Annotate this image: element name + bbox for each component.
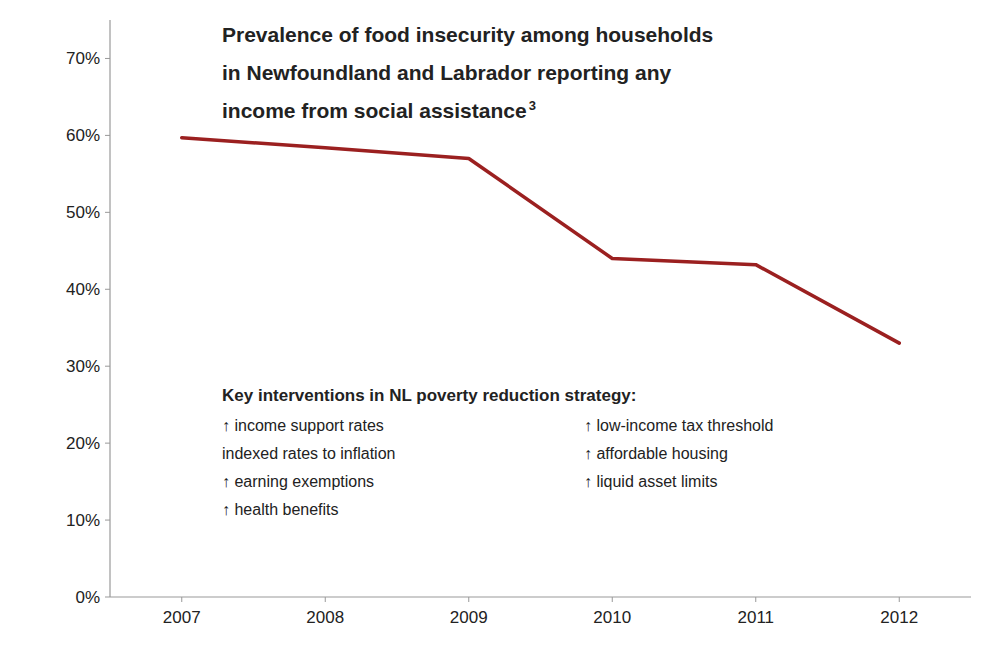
x-axis-line <box>110 596 971 597</box>
y-tick <box>105 520 110 521</box>
y-tick-label: 0% <box>75 588 100 607</box>
y-tick <box>105 289 110 290</box>
x-tick-label: 2007 <box>163 608 201 627</box>
line <box>182 138 900 343</box>
superscript: 3 <box>529 98 536 113</box>
chart: 0% 10% 20% 30% 40% 50% 60% 70% 2007 2008 2009 2010 2… <box>0 0 1001 667</box>
annotation-line: ↑ liquid asset limits <box>584 473 717 490</box>
annotation-title: Key interventions in NL poverty reductio… <box>222 386 636 405</box>
plot-area <box>182 138 900 343</box>
title-line: in Newfoundland and Labrador reporting a… <box>222 61 672 84</box>
title-line: income from social assistance3 <box>222 98 536 122</box>
annotations: Key interventions in NL poverty reductio… <box>222 386 773 518</box>
annotation-line: indexed rates to inflation <box>222 445 395 462</box>
y-axis-line <box>109 20 110 597</box>
y-tick <box>105 597 110 598</box>
x-tick <box>612 597 613 602</box>
x-tick <box>755 597 756 602</box>
y-tick-label: 30% <box>66 357 100 376</box>
x-tick <box>325 597 326 602</box>
title-line: Prevalence of food insecurity among hous… <box>222 23 713 46</box>
x-tick-label: 2012 <box>880 608 918 627</box>
annotation-line: ↑ income support rates <box>222 417 384 434</box>
annotation-line: ↑ earning exemptions <box>222 473 374 490</box>
x-tick <box>468 597 469 602</box>
y-tick <box>105 366 110 367</box>
y-tick-label: 10% <box>66 511 100 530</box>
y-tick-label: 60% <box>66 126 100 145</box>
axes: 0% 10% 20% 30% 40% 50% 60% 70% 2007 2008 2009 2010 2… <box>66 20 971 627</box>
y-tick <box>105 443 110 444</box>
x-tick <box>899 597 900 602</box>
annotation-line: ↑ health benefits <box>222 501 339 518</box>
y-tick-label: 70% <box>66 49 100 68</box>
y-tick-label: 20% <box>66 434 100 453</box>
y-tick <box>105 58 110 59</box>
x-tick-label: 2010 <box>593 608 631 627</box>
title: Prevalence of food insecurity among hous… <box>222 23 713 122</box>
x-tick <box>181 597 182 602</box>
annotation-line: ↑ affordable housing <box>584 445 728 462</box>
y-tick-label: 50% <box>66 203 100 222</box>
x-tick-label: 2009 <box>450 608 488 627</box>
x-tick-label: 2008 <box>306 608 344 627</box>
y-tick-label: 40% <box>66 280 100 299</box>
y-tick <box>105 135 110 136</box>
y-tick <box>105 212 110 213</box>
x-tick-label: 2011 <box>737 608 774 627</box>
annotation-line: ↑ low-income tax threshold <box>584 417 773 434</box>
